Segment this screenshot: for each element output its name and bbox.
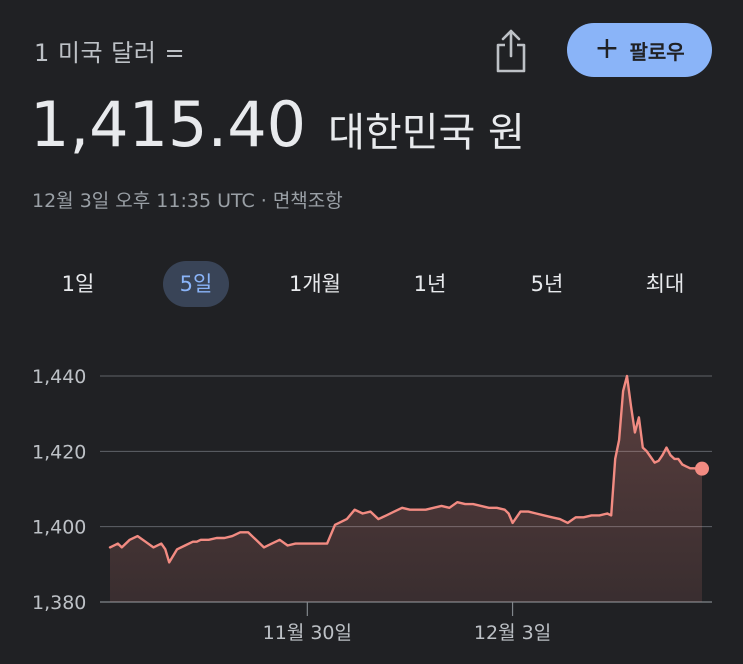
tab-1-year[interactable]: 1년 [413,272,447,296]
x-tick-label: 12월 3일 [474,622,551,644]
price-chart[interactable]: 1,440 1,420 1,400 1,380 11월 30일 12월 3일 [0,340,743,664]
tab-5-day[interactable]: 5일 [163,261,229,307]
share-button[interactable] [490,26,532,76]
price-area-fill [110,376,702,602]
tab-5-year[interactable]: 5년 [530,272,564,296]
tab-max[interactable]: 최대 [645,272,685,296]
price-row: 1,415.40 대한민국 원 [30,88,525,161]
disclaimer-link[interactable]: 면책조항 [272,190,343,212]
exchange-rate-value: 1,415.40 [30,88,307,161]
tab-1-day[interactable]: 1일 [61,272,95,296]
time-range-tabs: 1일 5일 1개월 1년 5년 최대 [0,261,743,307]
timestamp: 12월 3일 오후 11:35 UTC [32,190,255,212]
y-tick-label: 1,420 [32,441,86,463]
price-line [108,374,704,564]
follow-button[interactable]: + 팔로우 [567,23,712,77]
tab-1-month[interactable]: 1개월 [288,272,341,296]
plus-icon: + [594,30,620,66]
y-tick-label: 1,400 [32,517,86,539]
target-currency-label: 대한민국 원 [328,110,525,156]
conversion-subtitle: 1 미국 달러 = [34,39,186,67]
share-icon [496,29,526,73]
follow-label: 팔로우 [629,39,685,64]
y-tick-label: 1,440 [32,366,86,388]
separator: · [260,190,267,212]
current-value-dot [695,461,709,476]
timestamp-row: 12월 3일 오후 11:35 UTC · 면책조항 [32,186,343,213]
x-tick-label: 11월 30일 [263,622,352,644]
y-tick-label: 1,380 [32,592,86,614]
